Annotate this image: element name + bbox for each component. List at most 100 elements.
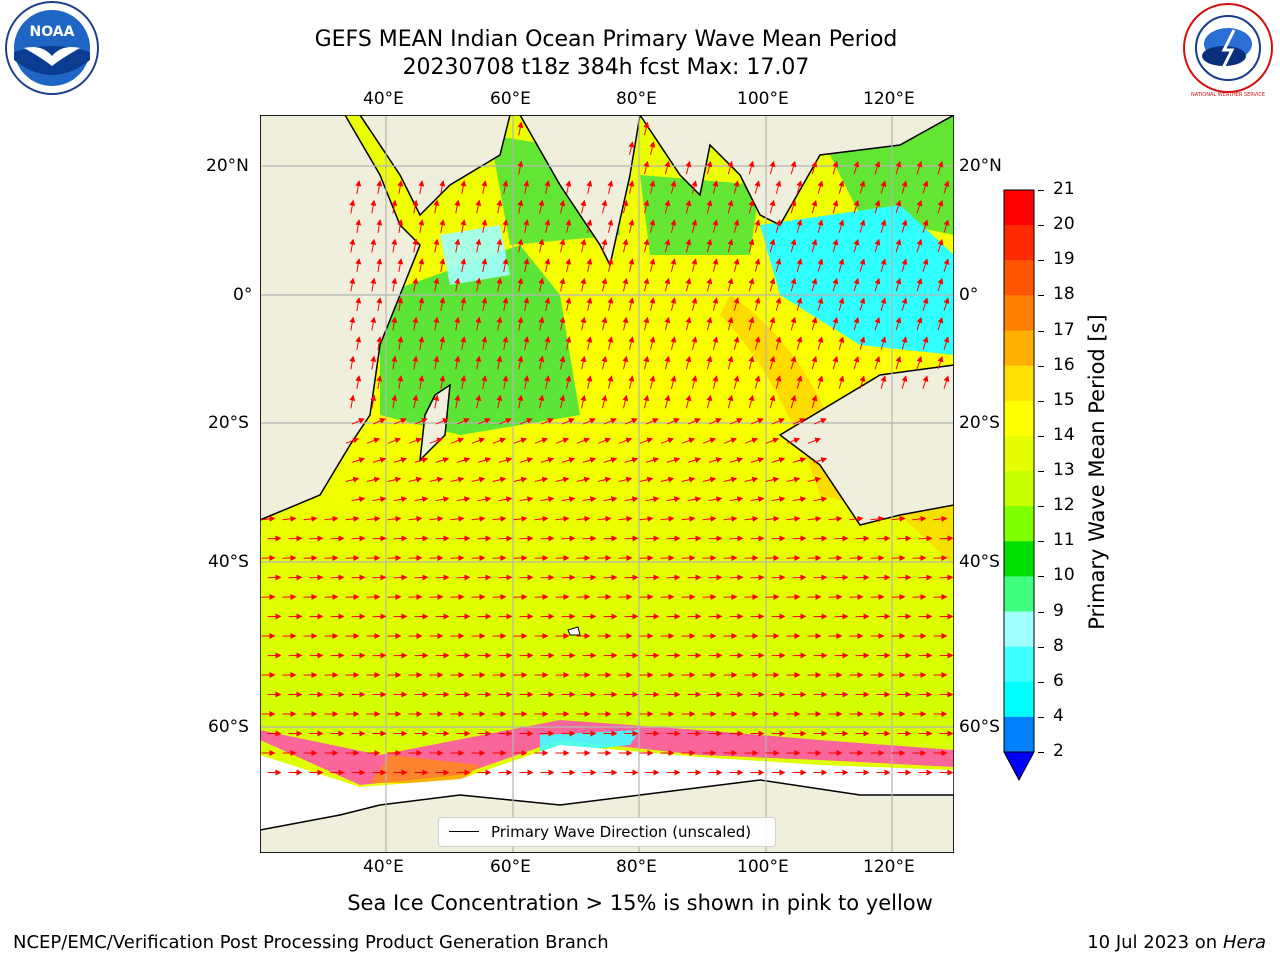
colorbar-tick-label: 18 [1053, 284, 1075, 305]
wave-arrow [916, 277, 923, 292]
colorbar-tick-mark [1038, 752, 1044, 753]
wave-arrow [439, 336, 446, 350]
wave-arrow [880, 219, 887, 233]
wave-arrow [370, 238, 377, 253]
wave-arrow [517, 316, 524, 331]
wave-arrow [414, 418, 428, 425]
colorbar-tick-mark [1038, 506, 1044, 508]
wave-arrow [832, 160, 839, 175]
wave-arrow [817, 258, 824, 272]
wave-arrow [649, 336, 656, 350]
wave-arrow [775, 219, 782, 233]
wave-arrow [408, 437, 423, 444]
wave-arrow [460, 258, 467, 272]
wave-arrow [691, 258, 698, 272]
wave-arrow [498, 457, 513, 463]
wave-arrow [664, 199, 671, 214]
wave-arrow [475, 394, 482, 409]
wave-arrow [355, 297, 362, 311]
wave-arrow [922, 297, 929, 311]
wave-arrow [811, 160, 818, 175]
wave-arrow [754, 336, 761, 350]
wave-arrow [916, 160, 923, 175]
wave-arrow [372, 496, 387, 503]
wave-arrow [586, 180, 593, 194]
wave-arrow [372, 457, 387, 463]
wave-arrow [811, 238, 818, 253]
wave-arrow [748, 199, 755, 214]
wave-arrow [412, 355, 419, 370]
wave-arrow [775, 297, 782, 311]
wave-arrow [597, 515, 612, 522]
wave-arrow [775, 180, 782, 194]
lon-label-bottom: 60°E [490, 857, 531, 877]
wave-arrow [540, 457, 555, 463]
wave-arrow [397, 219, 404, 233]
wave-arrow [391, 238, 398, 253]
wave-arrow [813, 457, 828, 463]
wave-arrow [660, 437, 675, 444]
wave-arrow [643, 199, 650, 214]
wave-arrow [387, 476, 402, 483]
wave-arrow [456, 496, 471, 503]
chart-title: GEFS MEAN Indian Ocean Primary Wave Mean… [314, 27, 898, 52]
lat-label-right: 0° [959, 285, 979, 305]
wave-arrow [681, 515, 696, 522]
wave-arrow [765, 476, 780, 483]
wave-arrow [433, 394, 440, 409]
wave-arrow [370, 316, 377, 331]
wave-arrow [582, 418, 596, 425]
wave-arrow [901, 258, 908, 272]
wave-arrow [586, 375, 593, 389]
wave-arrow [681, 476, 696, 483]
wave-arrow [853, 277, 860, 292]
colorbar-segment [1004, 190, 1034, 226]
wave-arrow [397, 297, 404, 311]
wave-arrow [943, 336, 950, 350]
wave-arrow [796, 219, 803, 233]
wave-arrow [559, 277, 566, 292]
wave-arrow [607, 258, 614, 272]
wave-arrow [874, 238, 881, 253]
wave-arrow [706, 160, 713, 175]
lat-label-left: 20°S [208, 413, 249, 433]
wave-arrow [685, 316, 692, 331]
wave-arrow [387, 437, 402, 444]
wave-arrow [538, 355, 545, 370]
wave-arrow [628, 258, 635, 272]
wave-arrow [880, 336, 887, 350]
wave-arrow [412, 238, 419, 253]
colorbar-segment [1004, 506, 1034, 542]
wave-arrow [561, 496, 576, 503]
lat-label-left: 60°S [208, 717, 249, 737]
legend-label: Primary Wave Direction (unscaled) [491, 823, 752, 841]
map-legend: Primary Wave Direction (unscaled) [438, 817, 776, 847]
green-zone-west [380, 245, 580, 435]
wave-arrow [622, 394, 629, 409]
wave-arrow [355, 375, 362, 389]
colorbar-tick-mark [1038, 576, 1044, 578]
wave-arrow [754, 258, 761, 272]
colorbar-tick-mark [1038, 190, 1044, 191]
wave-arrow [607, 219, 614, 233]
wave-arrow [769, 160, 776, 175]
wave-arrow [601, 394, 608, 409]
colorbar-tick-mark [1038, 471, 1044, 472]
wave-arrow [870, 515, 885, 522]
wave-arrow [874, 355, 881, 370]
wave-arrow [853, 316, 860, 331]
wave-arrow [477, 496, 492, 503]
wave-arrow [355, 180, 362, 194]
wave-arrow [649, 219, 656, 233]
colorbar-tick-mark [1038, 435, 1044, 437]
colorbar-segment [1004, 330, 1034, 367]
wave-period-map [259, 114, 957, 854]
map-panel [259, 114, 957, 854]
wave-arrow [393, 496, 408, 503]
wave-arrow [351, 457, 366, 463]
wave-arrow [643, 355, 650, 370]
wave-arrow [408, 476, 423, 483]
wave-arrow [622, 355, 629, 370]
wave-arrow [666, 457, 681, 463]
wave-arrow [859, 258, 866, 272]
